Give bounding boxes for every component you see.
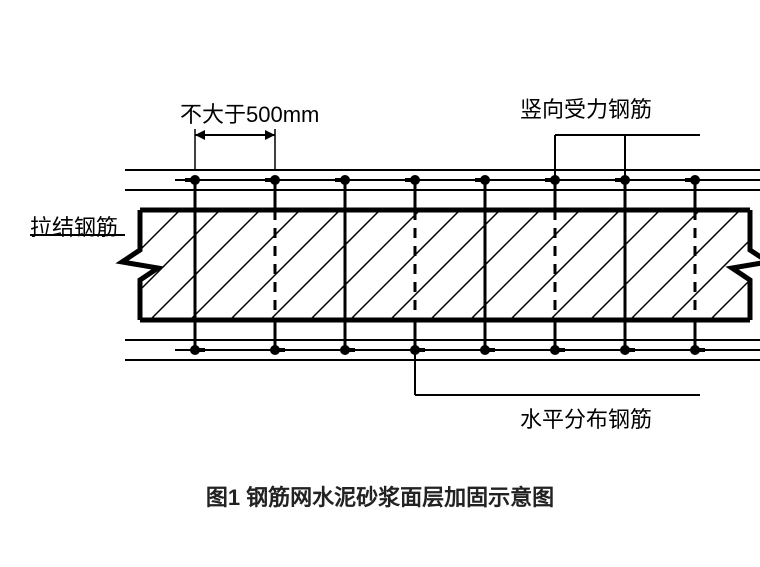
spacing-label: 不大于500mm [180,97,319,129]
diagram-canvas: { "caption": "图1 钢筋网水泥砂浆面层加固示意图", "label… [0,0,760,567]
figure-caption: 图1 钢筋网水泥砂浆面层加固示意图 [0,480,760,512]
tie-bar-label: 拉结钢筋 [30,210,118,242]
horizontal-bar-label: 水平分布钢筋 [520,402,652,434]
vertical-bar-label: 竖向受力钢筋 [520,92,652,124]
